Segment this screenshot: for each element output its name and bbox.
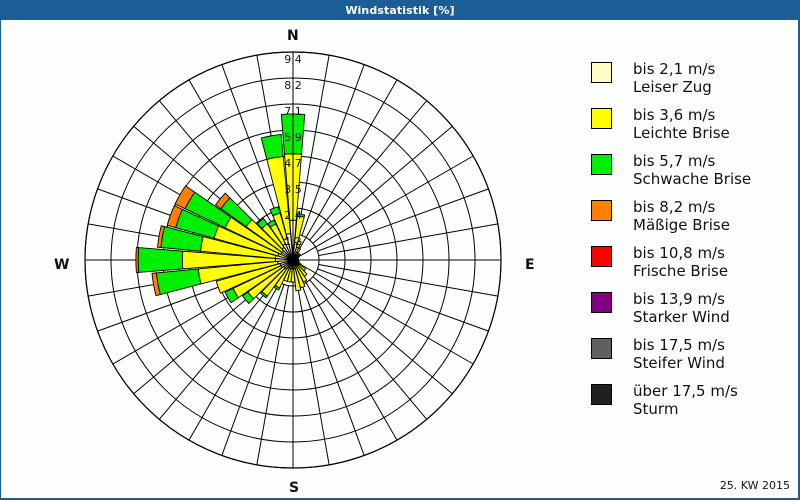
wind-sector	[157, 225, 166, 248]
wind-sector	[297, 253, 301, 257]
rose-spoke	[312, 125, 453, 244]
wind-rose-chart: 1,2 2,4 3,5 4,7 5,9 7,1 8,2 9,4	[84, 51, 502, 469]
compass-west-label: W	[54, 257, 70, 273]
rose-spoke	[221, 284, 285, 456]
week-label: 25. KW 2015	[719, 479, 790, 492]
rose-spoke	[256, 285, 289, 465]
wind-sector	[296, 247, 302, 254]
legend-label: bis 3,6 m/s Leichte Brise	[633, 106, 730, 142]
legend-label: über 17,5 m/s Sturm	[633, 382, 738, 418]
radial-tick-label: 8,2	[284, 79, 302, 92]
legend-swatch	[591, 292, 612, 313]
chart-panel: 1,2 2,4 3,5 4,7 5,9 7,1 8,2 9,4 N E S W bis 2,1…	[1, 20, 798, 498]
rose-spoke	[297, 55, 330, 235]
legend-label: bis 13,9 m/s Starker Wind	[633, 290, 730, 326]
wind-sector	[267, 219, 277, 228]
legend-swatch	[591, 384, 612, 405]
wind-sector	[241, 291, 255, 305]
wind-sector	[137, 247, 184, 273]
compass-south-label: S	[289, 480, 300, 496]
wind-sector	[260, 133, 284, 160]
wind-sector	[269, 206, 281, 217]
radial-tick-label: 2,4	[284, 209, 302, 222]
legend-label: bis 17,5 m/s Steifer Wind	[633, 336, 725, 372]
wind-sector	[293, 268, 302, 292]
radial-tick-label: 4,7	[284, 157, 302, 170]
legend-swatch	[591, 338, 612, 359]
legend-label: bis 5,7 m/s Schwache Brise	[633, 152, 752, 188]
rose-spoke	[158, 100, 277, 241]
rose-spoke	[297, 285, 330, 465]
rose-spoke	[221, 64, 285, 236]
wind-sector	[273, 284, 281, 291]
legend-label: bis 8,2 m/s Mäßige Brise	[633, 198, 730, 234]
radial-tick-label: 3,5	[284, 183, 302, 196]
compass-north-label: N	[287, 28, 299, 44]
wind-sector	[174, 185, 196, 210]
window-title: Windstatistik [%]	[345, 3, 455, 17]
legend-swatch	[591, 62, 612, 83]
wind-sector	[256, 217, 268, 230]
wind-sector	[296, 213, 306, 218]
legend-swatch	[591, 154, 612, 175]
wind-sector	[259, 290, 268, 299]
rose-spoke	[301, 64, 365, 236]
rose-spoke	[318, 223, 498, 256]
legend-label: bis 2,1 m/s Leiser Zug	[633, 60, 716, 96]
wind-sector	[166, 205, 183, 229]
wind-sector	[215, 262, 282, 294]
compass-east-label: E	[525, 257, 535, 273]
wind-sector	[295, 240, 302, 249]
legend-swatch	[591, 108, 612, 129]
rose-spoke	[309, 279, 428, 420]
rose-spoke	[317, 268, 489, 332]
radial-tick-label: 5,9	[284, 131, 302, 144]
rose-spoke	[301, 284, 365, 456]
rose-spoke	[158, 279, 277, 420]
radial-tick-label: 7,1	[284, 105, 302, 118]
wind-sector	[135, 246, 140, 274]
rose-spoke	[309, 100, 428, 241]
legend-label: bis 10,8 m/s Frische Brise	[633, 244, 729, 280]
rose-spoke	[317, 188, 489, 252]
legend-swatch	[591, 246, 612, 267]
wind-sector	[224, 287, 239, 304]
rose-spoke	[312, 276, 453, 395]
radial-tick-label: 1,2	[284, 235, 302, 248]
wind-sector	[214, 192, 231, 210]
wind-sector	[151, 272, 161, 297]
rose-spoke	[318, 264, 498, 297]
radial-tick-label: 9,4	[284, 53, 302, 66]
legend-swatch	[591, 200, 612, 221]
